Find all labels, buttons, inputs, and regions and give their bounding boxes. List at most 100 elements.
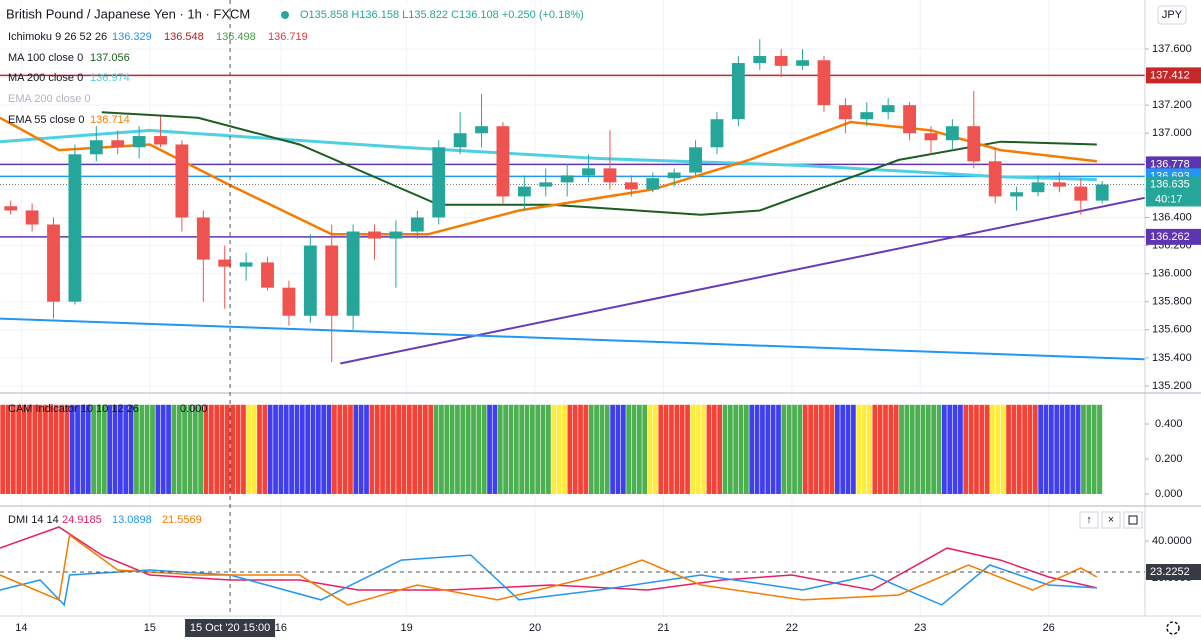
y-tick-label: 137.200: [1152, 99, 1192, 111]
y-tick-label: 135.400: [1152, 352, 1192, 364]
candle-body: [838, 105, 852, 120]
x-tick-label: 14: [15, 622, 27, 634]
candle-body: [303, 245, 317, 316]
candle-body: [282, 287, 296, 316]
candle-body: [196, 217, 210, 260]
legend-value: 136.714: [90, 114, 130, 126]
candle-body: [175, 144, 189, 218]
price-label: 136.262: [1150, 231, 1190, 243]
close-button[interactable]: [1101, 511, 1121, 529]
cam-bar: [155, 404, 172, 494]
x-tick-label: 26: [1043, 622, 1055, 634]
y-tick-label: 135.800: [1152, 296, 1192, 308]
plot-layer: [0, 0, 1146, 616]
icon: ↑: [1086, 514, 1092, 526]
candle-body: [154, 136, 167, 145]
y-tick-label: 135.600: [1152, 324, 1192, 336]
crosshair-time: 15 Oct '20 15:00: [190, 622, 270, 634]
candle-body: [25, 210, 39, 225]
candle-body: [239, 262, 253, 267]
cam-bar: [706, 404, 723, 494]
crosshair-value-bg: [1146, 564, 1201, 581]
cam-bar: [551, 404, 568, 494]
price-label-bg: [1146, 176, 1201, 193]
candle-body: [47, 224, 60, 302]
candle-body: [410, 217, 424, 232]
pane-buttons: ↑ ×: [1079, 511, 1143, 529]
candle-body: [68, 154, 82, 302]
candle-body: [389, 231, 403, 239]
y-tick-label: 0.000: [1155, 488, 1183, 500]
candle-body: [453, 133, 467, 148]
x-tick-label: 19: [401, 622, 413, 634]
candle-body: [346, 231, 360, 316]
candle-body: [860, 112, 874, 120]
status-dot: [281, 11, 289, 19]
legend-ma200: MA 200 close 0: [8, 72, 83, 84]
candle-body: [710, 119, 724, 148]
move-up-button[interactable]: [1079, 511, 1099, 529]
candle-body: [753, 56, 767, 64]
y-tick-label: 0.200: [1155, 453, 1183, 465]
legend-value: 136.548: [164, 31, 204, 43]
indicator-line: [0, 533, 1098, 606]
dmi-legend: DMI 14 14: [8, 514, 59, 526]
indicator-line: [0, 317, 1146, 361]
candle-body: [988, 161, 1002, 197]
x-tick-label: 20: [529, 622, 541, 634]
candle-body: [1095, 184, 1109, 201]
cam-bar: [0, 404, 70, 494]
candle-body: [689, 147, 702, 173]
candle-body: [796, 60, 809, 66]
candle-body: [945, 126, 959, 141]
candle-body: [1010, 192, 1024, 197]
currency-button[interactable]: [1157, 5, 1187, 25]
candle-body: [1031, 182, 1045, 193]
candle-body: [517, 186, 531, 197]
candle-body: [731, 63, 745, 120]
candle-body: [1052, 182, 1066, 187]
header-bg: [0, 4, 440, 24]
y-tick-label: 137.600: [1152, 43, 1192, 55]
candle-body: [325, 245, 339, 316]
y-tick-label: 0.400: [1155, 418, 1183, 430]
y-tick-label: 135.200: [1152, 380, 1192, 392]
legend-ema200: EMA 200 close 0: [8, 93, 91, 105]
cam-bar: [609, 404, 627, 494]
legend-entry: 21.5569: [162, 514, 202, 526]
candle-body: [89, 140, 103, 155]
y-tick-label: 137.000: [1152, 127, 1192, 139]
candle-body: [603, 168, 617, 183]
candle-body: [881, 105, 895, 113]
y-tick-label: 136.000: [1152, 268, 1192, 280]
cam-bar: [107, 404, 134, 494]
candle-body: [496, 126, 510, 197]
candle-body: [4, 206, 18, 211]
candle-body: [261, 262, 274, 288]
indicator-line: [0, 554, 1097, 607]
cam-bar: [690, 404, 707, 494]
settings-button[interactable]: [1166, 621, 1180, 635]
price-label-bg: [1146, 67, 1201, 84]
cam-bar: [90, 404, 108, 494]
cam-bar: [872, 404, 899, 494]
candle-body: [432, 147, 446, 218]
maximize-button[interactable]: [1123, 511, 1143, 529]
legend-entry: 13.0898: [112, 514, 152, 526]
candle-body: [539, 182, 553, 187]
legend-value: 136.974: [90, 72, 130, 84]
candle-body: [368, 231, 381, 239]
candle-body: [1074, 186, 1088, 201]
legend-ema55: EMA 55 close 0: [8, 114, 84, 126]
symbol-title: British Pound / Japanese Yen · 1h · FXCM: [6, 6, 250, 21]
cam-bar: [989, 404, 1006, 494]
legend-ichimoku: Ichimoku 9 26 52 26: [8, 31, 107, 43]
candle-body: [646, 178, 660, 190]
candle-body: [582, 168, 595, 176]
y-tick-label: 136.400: [1152, 211, 1192, 223]
currency-label: JPY: [1162, 9, 1183, 21]
cam-bar: [353, 404, 370, 494]
price-label: 136.635: [1150, 178, 1190, 190]
